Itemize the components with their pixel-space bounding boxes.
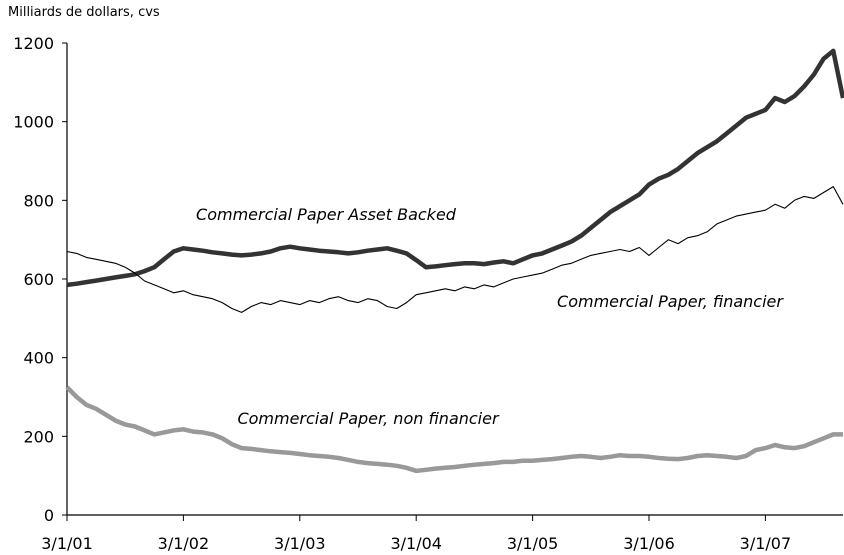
series-line: [66, 186, 844, 313]
x-tick-label: 3/1/06: [623, 534, 675, 553]
x-tick-label: 3/1/07: [740, 534, 792, 553]
series-label: Commercial Paper, financier: [557, 292, 784, 311]
y-tick-label: 1200: [13, 34, 54, 53]
series-line: [66, 48, 844, 288]
series-label: Commercial Paper, non financier: [237, 409, 500, 428]
x-tick-label: 3/1/03: [274, 534, 326, 553]
x-tick-label: 3/1/04: [390, 534, 442, 553]
y-tick-label: 1000: [13, 113, 54, 132]
y-axis-label: Milliards de dollars, cvs: [8, 5, 160, 20]
series-label: Commercial Paper Asset Backed: [196, 205, 457, 224]
series-line: [65, 385, 843, 474]
y-tick-label: 0: [44, 506, 54, 525]
x-tick-label: 3/1/05: [507, 534, 559, 553]
y-tick-label: 600: [23, 270, 54, 289]
x-tick-label: 3/1/02: [158, 534, 210, 553]
y-tick-label: 400: [23, 349, 54, 368]
x-tick-label: 3/1/01: [41, 534, 93, 553]
y-tick-label: 800: [23, 191, 54, 210]
y-tick-label: 200: [23, 427, 54, 446]
